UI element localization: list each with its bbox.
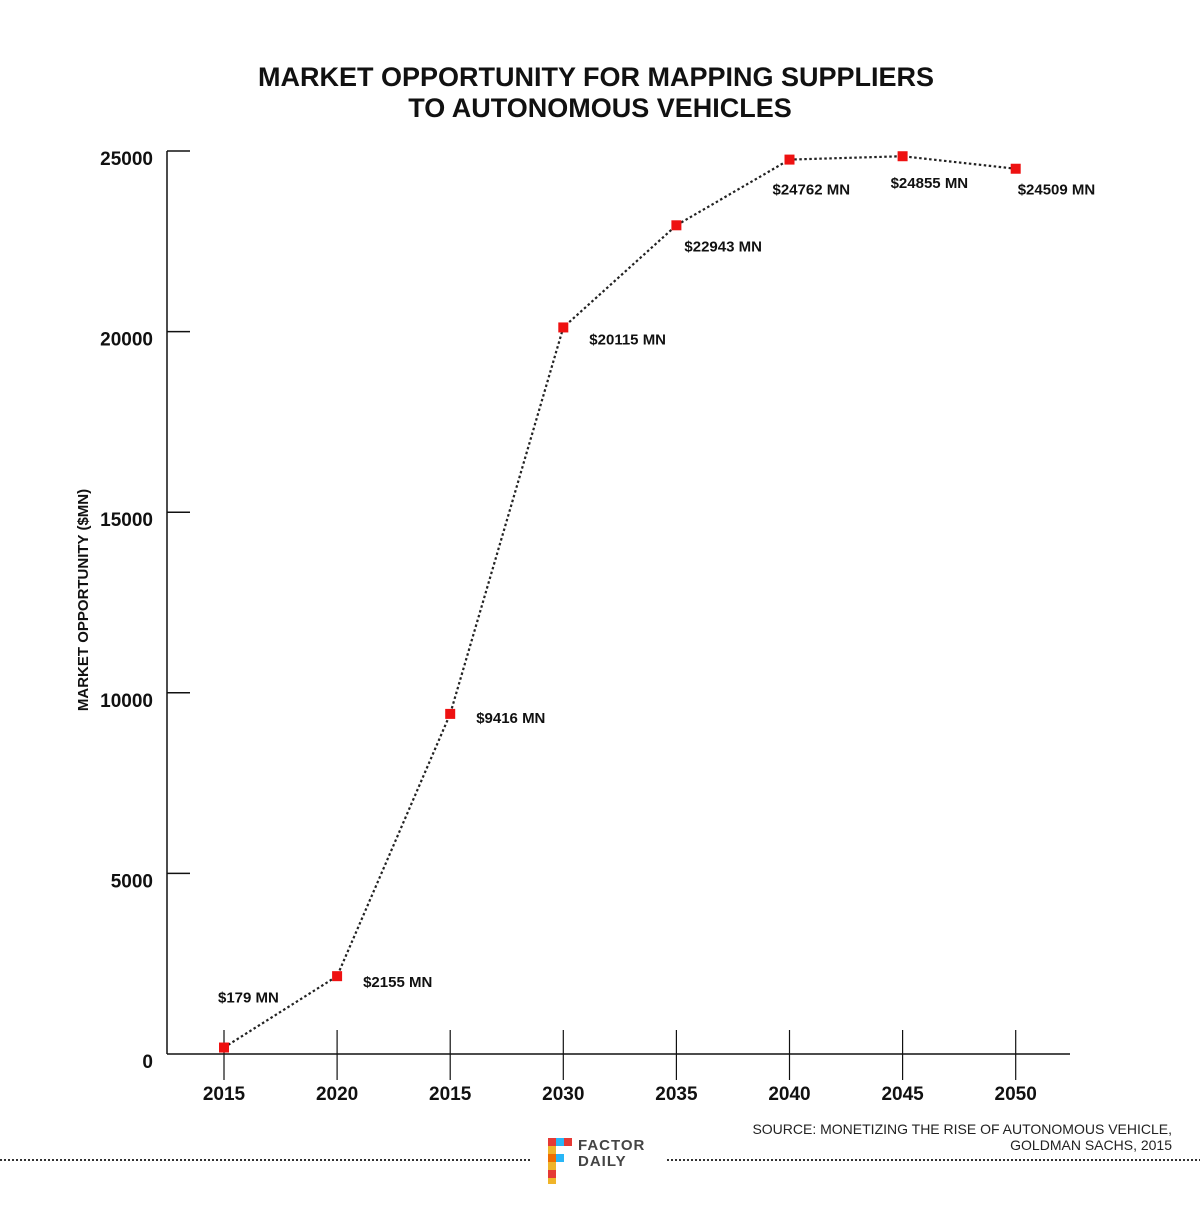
x-tick-label: 2040 — [768, 1084, 810, 1105]
data-point — [897, 151, 908, 162]
x-tick-label: 2015 — [429, 1084, 472, 1105]
x-tick-label: 2015 — [203, 1084, 246, 1105]
data-point — [558, 322, 569, 333]
y-tick-label: 5000 — [111, 871, 153, 892]
factor-daily-logo: FACTOR DAILY — [548, 1137, 645, 1184]
data-label: $24509 MN — [1018, 182, 1096, 199]
source-line-1: SOURCE: MONETIZING THE RISE OF AUTONOMOU… — [752, 1121, 1172, 1137]
data-label: $2155 MN — [363, 974, 432, 991]
data-label: $9416 MN — [476, 710, 545, 727]
x-tick-label: 2020 — [316, 1084, 358, 1105]
y-tick-label: 0 — [142, 1052, 153, 1073]
y-axis-label: MARKET OPPORTUNITY ($MN) — [75, 489, 92, 711]
data-point — [784, 154, 795, 165]
source-line-2: GOLDMAN SACHS, 2015 — [1010, 1137, 1172, 1153]
y-tick-label: 20000 — [100, 330, 153, 351]
x-tick-label: 2035 — [655, 1084, 698, 1105]
y-tick-label: 10000 — [100, 691, 153, 712]
x-tick-label: 2045 — [881, 1084, 924, 1105]
data-label: $179 MN — [218, 990, 279, 1007]
chart-title-line-1: MARKET OPPORTUNITY FOR MAPPING SUPPLIERS — [258, 62, 934, 92]
logo-text-factor: FACTOR — [578, 1137, 645, 1154]
data-point — [445, 708, 456, 719]
logo-text-daily: DAILY — [578, 1153, 627, 1170]
data-label: $22943 MN — [684, 238, 762, 255]
data-point — [219, 1042, 229, 1053]
data-point — [332, 971, 343, 982]
y-tick-label: 25000 — [100, 149, 153, 170]
data-label: $24762 MN — [773, 182, 851, 199]
x-tick-label: 2030 — [542, 1084, 584, 1105]
data-point — [671, 220, 682, 231]
data-label: $20115 MN — [589, 331, 666, 348]
y-tick-label: 15000 — [100, 510, 153, 531]
data-label: $24855 MN — [891, 175, 969, 192]
series-line — [223, 155, 1016, 1049]
x-tick-label: 2050 — [995, 1084, 1037, 1105]
data-point — [1010, 163, 1021, 174]
chart-title-line-2: TO AUTONOMOUS VEHICLES — [408, 93, 792, 123]
